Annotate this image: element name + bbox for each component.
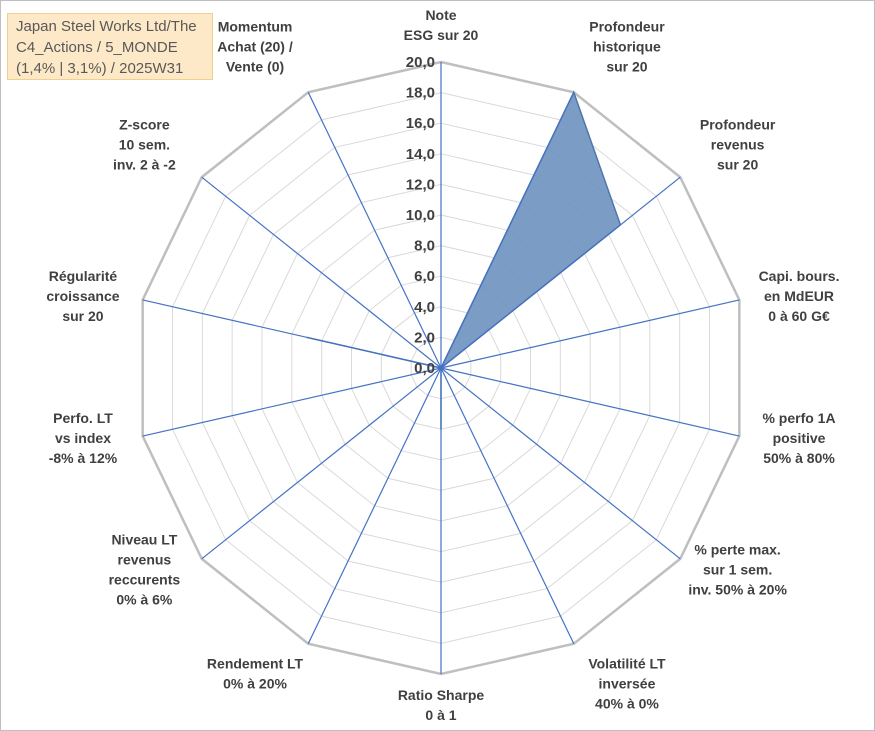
tick-label: 16,0 (406, 115, 435, 132)
axis-spoke (201, 176, 442, 369)
chart-title: Japan Steel Works Ltd/The C4_Actions / 5… (7, 13, 213, 80)
axis-label-line: Régularité (49, 268, 118, 284)
axis-label-line: sur 20 (62, 308, 103, 324)
tick-label: 12,0 (406, 176, 435, 193)
tick-labels: 0,0 2,0 4,0 6,0 8,0 10,0 12,0 14,0 16,0 18,0 20,0 (406, 54, 435, 377)
axis-spoke (307, 367, 442, 644)
axis-label: Ratio Sharpe 0 à 1 (398, 687, 485, 723)
axis-label-line: Vente (0) (226, 58, 284, 74)
axis-label-line: Ratio Sharpe (398, 687, 485, 703)
axis-label-line: Profondeur (589, 18, 665, 34)
axis-label: Momentum Achat (20) / Vente (0) (217, 18, 293, 74)
axis-label: Profondeur revenus sur 20 (700, 117, 776, 173)
tick-label: 2,0 (414, 329, 435, 346)
axis-spoke (440, 176, 681, 369)
axis-label-line: Profondeur (700, 117, 776, 133)
tick-label: 20,0 (406, 54, 435, 71)
axis-label-line: vs index (55, 430, 111, 446)
axis-label-line: Momentum (218, 18, 293, 34)
axis-label-line: 50% à 80% (763, 450, 835, 466)
axis-label-line: inversée (599, 676, 656, 692)
axis-label-line: 0 à 1 (425, 707, 456, 723)
axis-label-line: ESG sur 20 (404, 27, 479, 43)
axis-label-line: positive (773, 430, 826, 446)
axis-label-line: 40% à 0% (595, 696, 659, 712)
axis-label-line: Volatilité LT (588, 656, 666, 672)
axis-label-line: Z-score (119, 117, 170, 133)
tick-label: 4,0 (414, 299, 435, 316)
axis-label-line: croissance (46, 288, 119, 304)
axis-label-line: % perfo 1A (762, 410, 835, 426)
axis-label-line: 0% à 6% (116, 591, 173, 607)
axis-label-line: historique (593, 38, 661, 54)
axis-spoke (440, 367, 575, 644)
axis-label: Rendement LT 0% à 20% (207, 656, 304, 692)
tick-label: 8,0 (414, 238, 435, 255)
axis-spoke (201, 367, 442, 560)
axis-label-line: revenus (118, 551, 172, 567)
tick-label: 6,0 (414, 268, 435, 285)
axis-label-line: Achat (20) / (217, 38, 293, 54)
axis-label-line: Perfo. LT (53, 410, 113, 426)
axis-label-line: Capi. bours. (759, 268, 840, 284)
axis-spoke (142, 367, 442, 437)
tick-label: 0,0 (414, 360, 435, 377)
axis-spoke (440, 367, 740, 437)
tick-label: 10,0 (406, 207, 435, 224)
axis-label-line: reccurents (109, 571, 181, 587)
axis-spoke (307, 92, 442, 369)
axis-label-line: revenus (711, 137, 765, 153)
axis-label-line: en MdEUR (764, 288, 834, 304)
tick-label: 14,0 (406, 146, 435, 163)
axis-label-line: inv. 50% à 20% (688, 581, 787, 597)
axis-spoke (440, 92, 575, 369)
tick-label: 18,0 (406, 85, 435, 102)
axis-label: Perfo. LT vs index -8% à 12% (49, 410, 118, 466)
axis-label-line: sur 20 (606, 58, 647, 74)
axis-label-line: Rendement LT (207, 656, 304, 672)
axis-label-line: Niveau LT (111, 531, 177, 547)
axis-spoke (440, 299, 740, 369)
axis-label: % perfo 1A positive 50% à 80% (762, 410, 835, 466)
axis-label-line: sur 1 sem. (703, 561, 772, 577)
axis-label-line: inv. 2 à -2 (113, 157, 176, 173)
axis-label: Capi. bours. en MdEUR 0 à 60 G€ (759, 268, 840, 324)
axis-label-line: -8% à 12% (49, 450, 118, 466)
axis-label: Niveau LT revenus reccurents 0% à 6% (109, 531, 181, 607)
axis-label-line: % perte max. (694, 541, 780, 557)
axis-label: Z-score 10 sem. inv. 2 à -2 (113, 117, 176, 173)
axis-label: % perte max. sur 1 sem. inv. 50% à 20% (688, 541, 787, 597)
title-line: C4_Actions / 5_MONDE (16, 39, 178, 56)
axis-label-line: 0% à 20% (223, 676, 287, 692)
axis-label: Note ESG sur 20 (404, 7, 479, 43)
axis-label: Volatilité LT inversée 40% à 0% (588, 656, 666, 712)
axis-spoke (142, 299, 442, 369)
axis-label-line: 0 à 60 G€ (768, 308, 830, 324)
axis-labels: Note ESG sur 20 Profondeur historique sur 20… (46, 7, 839, 723)
axis-layer (142, 62, 740, 674)
axis-label: Régularité croissance sur 20 (46, 268, 119, 324)
title-line: Japan Steel Works Ltd/The (16, 18, 197, 35)
axis-label-line: Note (425, 7, 456, 23)
axis-spoke (440, 367, 681, 560)
title-line: (1,4% | 3,1%) / 2025W31 (16, 60, 184, 77)
axis-label-line: 10 sem. (119, 137, 170, 153)
axis-label: Profondeur historique sur 20 (589, 18, 665, 74)
axis-label-line: sur 20 (717, 157, 758, 173)
